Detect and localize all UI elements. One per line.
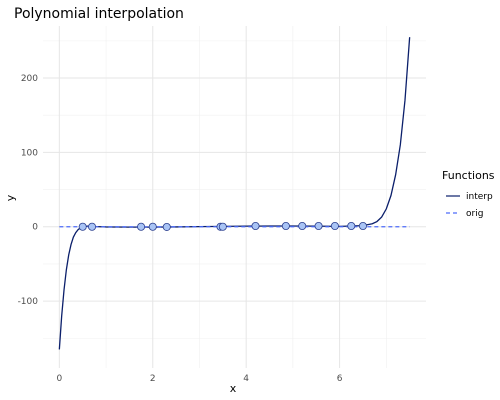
y-tick-label: 0 xyxy=(32,223,38,233)
y-tick-label: 100 xyxy=(21,148,38,158)
data-point xyxy=(314,221,323,230)
data-point xyxy=(88,222,97,231)
series-layer xyxy=(58,37,411,350)
data-point xyxy=(347,221,356,230)
data-point xyxy=(330,221,339,230)
x-tick-label: 2 xyxy=(150,374,156,384)
y-axis-ticks: -100 0 100 200 xyxy=(18,74,39,307)
data-point xyxy=(251,221,260,230)
data-point xyxy=(281,221,290,230)
x-axis-title: x xyxy=(230,382,237,395)
legend-label-interp: interp xyxy=(466,192,493,202)
legend-label-orig: orig xyxy=(466,209,483,219)
y-tick-label: -100 xyxy=(18,297,39,307)
plot-panel xyxy=(43,26,426,368)
series-line-interp xyxy=(58,37,411,350)
data-point xyxy=(78,222,87,231)
y-tick-label: 200 xyxy=(21,74,38,84)
legend: Functions interp orig xyxy=(442,169,495,219)
data-point xyxy=(218,222,227,231)
grid-major xyxy=(43,26,426,368)
x-axis-ticks: 0 2 4 6 xyxy=(56,374,342,384)
data-point xyxy=(358,221,367,230)
data-point xyxy=(148,222,157,231)
data-point xyxy=(137,222,146,231)
data-point xyxy=(298,221,307,230)
x-tick-label: 6 xyxy=(337,374,343,384)
data-point xyxy=(162,222,171,231)
legend-title: Functions xyxy=(442,169,495,182)
x-tick-label: 4 xyxy=(243,374,249,384)
x-tick-label: 0 xyxy=(56,374,62,384)
y-axis-title: y xyxy=(4,194,17,201)
chart-title: Polynomial interpolation xyxy=(14,6,184,22)
grid-minor xyxy=(43,26,426,368)
points-layer xyxy=(78,221,367,231)
